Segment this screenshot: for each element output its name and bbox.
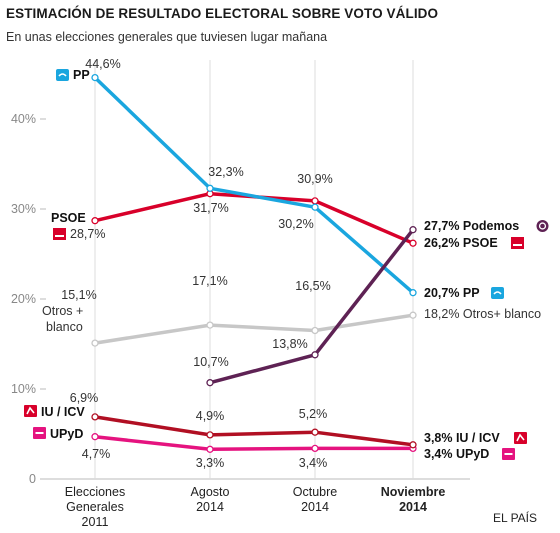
psoe-logo-icon — [53, 228, 66, 240]
series-line — [93, 76, 415, 295]
y-tick-label: 20% — [11, 292, 36, 306]
series-end-label: 26,2% PSOE — [424, 236, 498, 250]
y-tick-label: 30% — [11, 202, 36, 216]
series-line — [209, 228, 415, 385]
podemos-logo-icon — [536, 220, 549, 232]
series-start-label: blanco — [46, 320, 83, 334]
series-start-label: Otros + — [42, 304, 83, 318]
data-point — [311, 428, 319, 436]
chart-subtitle: En unas elecciones generales que tuviese… — [6, 30, 328, 44]
data-label: 5,2% — [299, 407, 328, 421]
data-label: 15,1% — [61, 288, 96, 302]
series-start-label: PP — [73, 68, 90, 82]
pp-logo-icon — [56, 69, 69, 81]
data-label: 30,9% — [297, 172, 332, 186]
data-point — [409, 226, 417, 234]
x-category-label: 2014 — [399, 500, 427, 514]
x-category-label: Generales — [66, 500, 124, 514]
series-end-label: 20,7% PP — [424, 286, 480, 300]
data-label: 16,5% — [295, 279, 330, 293]
data-label: 3,4% — [299, 456, 328, 470]
iu-logo-icon — [24, 405, 37, 417]
data-point — [311, 326, 319, 335]
data-point — [311, 351, 319, 359]
data-label: 13,8% — [272, 337, 307, 351]
data-point — [91, 73, 99, 82]
series-line — [94, 313, 414, 345]
data-point — [91, 217, 99, 225]
data-point — [206, 431, 214, 439]
data-label: 6,9% — [70, 391, 99, 405]
data-point — [206, 379, 214, 387]
data-label: 10,7% — [193, 355, 228, 369]
data-label: 30,2% — [278, 217, 313, 231]
series-start-label: UPyD — [50, 427, 83, 441]
data-point — [206, 321, 214, 329]
y-tick-label: 40% — [11, 112, 36, 126]
data-point — [311, 197, 319, 205]
series-end-label: 3,4% UPyD — [424, 447, 489, 461]
data-label: 44,6% — [85, 57, 120, 71]
psoe-logo-icon — [511, 237, 524, 249]
x-category-label: 2014 — [301, 500, 329, 514]
data-point — [91, 413, 99, 421]
x-category-label: Elecciones — [65, 485, 125, 499]
chart-title: ESTIMACIÓN DE RESULTADO ELECTORAL SOBRE … — [6, 6, 439, 21]
data-point — [206, 184, 214, 192]
data-point — [311, 444, 319, 453]
data-point — [311, 203, 319, 211]
x-category-label: Agosto — [191, 485, 230, 499]
x-category-label: 2014 — [196, 500, 224, 514]
series-line — [94, 415, 414, 447]
y-tick-label: 0 — [29, 472, 36, 486]
data-point — [409, 289, 417, 297]
series-end-label: 18,2% Otros+ blanco — [424, 307, 541, 321]
series-end-label: 27,7% Podemos — [424, 219, 519, 233]
iu-logo-icon — [514, 432, 527, 444]
data-label: 31,7% — [193, 201, 228, 215]
x-category-label: 2011 — [82, 515, 109, 529]
data-point — [409, 239, 417, 247]
series-start-label: PSOE — [51, 211, 86, 225]
data-point — [409, 441, 417, 449]
source-credit: EL PAÍS — [493, 511, 538, 525]
x-category-label: Octubre — [293, 485, 338, 499]
data-label: 4,7% — [82, 447, 111, 461]
series-line — [94, 191, 414, 245]
data-label: 4,9% — [196, 409, 225, 423]
series-start-label: IU / ICV — [41, 405, 85, 419]
series-line — [94, 434, 413, 452]
data-point — [91, 433, 99, 441]
series-end-label: 3,8% IU / ICV — [424, 431, 500, 445]
upyd-logo-icon — [502, 448, 515, 460]
data-label: 3,3% — [196, 456, 225, 470]
pp-logo-icon — [491, 287, 504, 299]
data-label: 17,1% — [192, 274, 227, 288]
data-point — [206, 445, 214, 453]
data-label: 32,3% — [208, 165, 243, 179]
y-tick-label: 10% — [11, 382, 36, 396]
x-category-label: Noviembre — [381, 485, 446, 499]
data-point — [91, 339, 99, 347]
data-point — [409, 311, 417, 319]
data-label: 28,7% — [70, 227, 105, 241]
upyd-logo-icon — [33, 427, 46, 439]
